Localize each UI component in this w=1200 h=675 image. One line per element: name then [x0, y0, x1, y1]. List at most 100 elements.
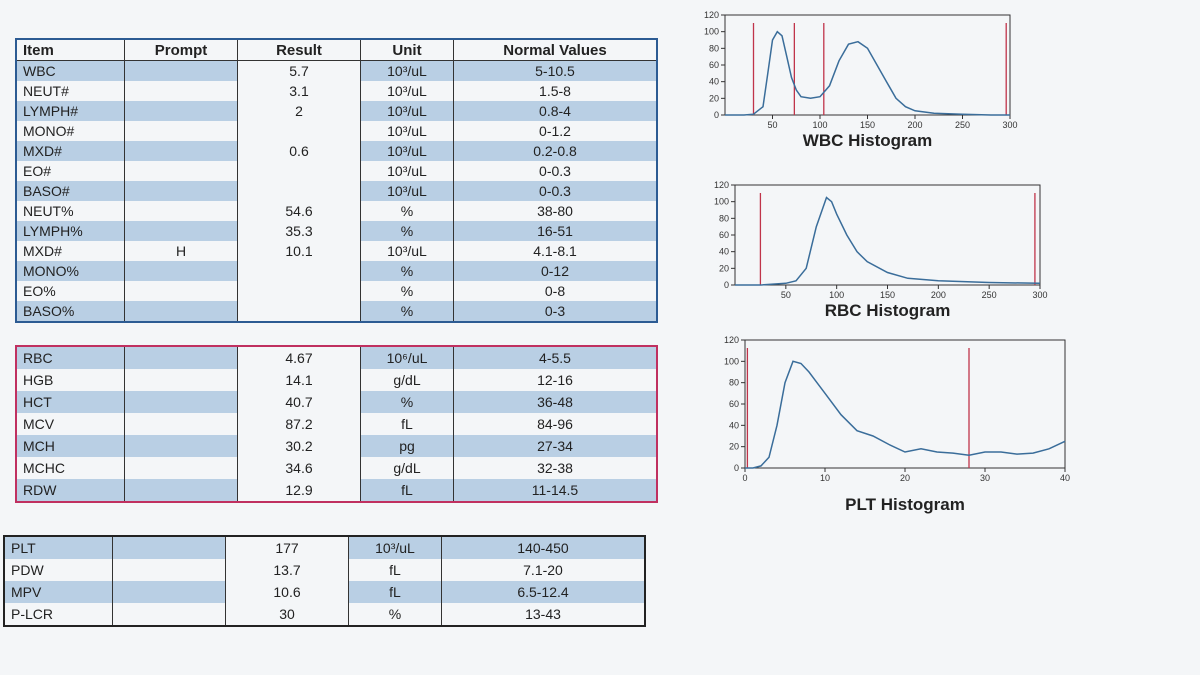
y-tick-label: 60 [719, 230, 729, 240]
prompt-cell [112, 581, 226, 603]
rbc-table: RBC 4.67 10⁶/uL 4-5.5 HGB 14.1 g/dL 12-16 HCT 40.… [15, 345, 658, 503]
x-tick-label: 100 [812, 120, 827, 130]
table-row: MXD# H 10.1 10³/uL 4.1-8.1 [16, 241, 657, 261]
table-row: LYMPH# 2 10³/uL 0.8-4 [16, 101, 657, 121]
table-row: RBC 4.67 10⁶/uL 4-5.5 [16, 346, 657, 369]
item-cell: LYMPH# [16, 101, 125, 121]
result-cell: 4.67 [237, 346, 361, 369]
prompt-cell [124, 261, 238, 281]
table-row: PDW 13.7 fL 7.1-20 [4, 559, 645, 581]
item-cell: MCHC [23, 460, 65, 476]
result-cell: 87.2 [237, 413, 361, 435]
table-row: HGB 14.1 g/dL 12-16 [16, 369, 657, 391]
unit-cell: 10³/uL [360, 181, 454, 201]
plot-frame [724, 14, 1011, 116]
y-tick-label: 80 [729, 378, 739, 388]
table-row: MONO# 10³/uL 0-1.2 [16, 121, 657, 141]
normal-values-cell: 11-14.5 [453, 479, 657, 502]
unit-cell: 10³/uL [360, 141, 454, 161]
prompt-cell [124, 181, 238, 201]
unit-cell: 10³/uL [360, 161, 454, 181]
item-cell: EO% [23, 283, 56, 299]
y-tick-label: 40 [709, 77, 719, 87]
plt-table: PLT 177 10³/uL 140-450 PDW 13.7 fL 7.1-20 MPV 10.… [3, 535, 646, 627]
result-cell: 40.7 [237, 391, 361, 413]
result-cell: 10.6 [225, 581, 349, 603]
y-tick-label: 60 [729, 399, 739, 409]
normal-values-cell: 0.2-0.8 [453, 141, 657, 161]
normal-values-cell: 0.8-4 [453, 101, 657, 121]
unit-cell: % [360, 281, 454, 301]
prompt-cell [124, 81, 238, 101]
normal-values-cell: 0-8 [453, 281, 657, 301]
item-cell: P-LCR [11, 606, 54, 622]
unit-cell: % [360, 221, 454, 241]
column-header: Normal Values [453, 39, 657, 61]
prompt-cell [124, 435, 238, 457]
result-cell: 177 [225, 536, 349, 559]
table-row: RDW 12.9 fL 11-14.5 [16, 479, 657, 502]
prompt-cell [124, 221, 238, 241]
y-tick-label: 120 [724, 335, 739, 345]
normal-values-cell: 38-80 [453, 201, 657, 221]
normal-values-cell: 27-34 [453, 435, 657, 457]
x-tick-label: 50 [767, 120, 777, 130]
result-cell [237, 301, 361, 322]
result-cell: 54.6 [237, 201, 361, 221]
item-cell: RBC [16, 346, 125, 369]
x-tick-label: 300 [1032, 290, 1047, 300]
table-row: MXD# 0.6 10³/uL 0.2-0.8 [16, 141, 657, 161]
item-cell: MCH [16, 435, 125, 457]
plot-frame [734, 184, 1041, 286]
header-row: Item Prompt Result Unit Normal Values [16, 39, 657, 61]
normal-values-cell: 84-96 [453, 413, 657, 435]
result-cell [237, 261, 361, 281]
prompt-cell [124, 457, 238, 479]
wbc-table: Item Prompt Result Unit Normal Values WBC 5.7 1… [15, 38, 658, 323]
y-tick-label: 20 [709, 93, 719, 103]
unit-cell: fL [348, 581, 442, 603]
prompt-cell [112, 559, 226, 581]
item-cell: LYMPH% [16, 221, 125, 241]
item-cell: RDW [16, 479, 125, 502]
result-cell: 12.9 [237, 479, 361, 502]
result-cell [237, 161, 361, 181]
histogram-title: RBC Histogram [825, 301, 951, 320]
y-tick-label: 20 [719, 263, 729, 273]
result-cell [237, 121, 361, 141]
prompt-cell [124, 60, 238, 81]
prompt-cell [124, 479, 238, 502]
result-cell [237, 281, 361, 301]
x-tick-label: 150 [880, 290, 895, 300]
unit-cell: % [360, 391, 454, 413]
y-tick-label: 120 [714, 180, 729, 190]
prompt-cell [124, 141, 238, 161]
x-tick-label: 200 [907, 120, 922, 130]
y-tick-label: 100 [704, 27, 719, 37]
x-tick-label: 150 [860, 120, 875, 130]
x-tick-label: 30 [980, 473, 990, 483]
result-cell: 34.6 [237, 457, 361, 479]
item-cell: MCV [23, 416, 55, 432]
item-cell: BASO% [16, 301, 125, 322]
y-tick-label: 20 [729, 442, 739, 452]
unit-cell: g/dL [360, 369, 454, 391]
item-cell: HGB [23, 372, 54, 388]
normal-values-cell: 32-38 [453, 457, 657, 479]
table-row: EO%% 0-8 [16, 281, 657, 301]
result-cell: 5.7 [237, 60, 361, 81]
unit-cell: fL [360, 413, 454, 435]
y-tick-label: 80 [719, 213, 729, 223]
item-cell: PLT [4, 536, 113, 559]
prompt-cell [124, 413, 238, 435]
unit-cell: 10³/uL [360, 121, 454, 141]
x-tick-label: 0 [742, 473, 747, 483]
prompt-cell [124, 201, 238, 221]
table-row: WBC 5.7 10³/uL 5-10.5 [16, 60, 657, 81]
prompt-cell [124, 161, 238, 181]
unit-cell: % [348, 603, 442, 626]
prompt-cell [124, 301, 238, 322]
result-cell: 0.6 [237, 141, 361, 161]
item-cell: BASO# [16, 181, 125, 201]
